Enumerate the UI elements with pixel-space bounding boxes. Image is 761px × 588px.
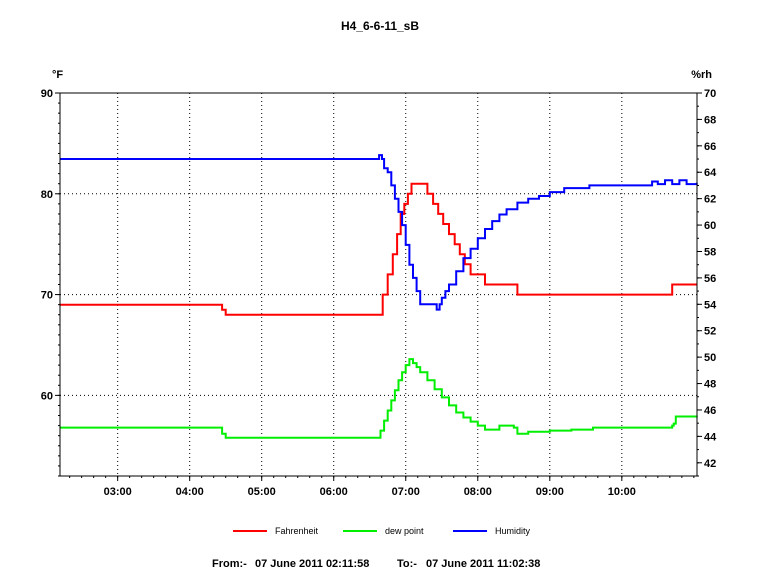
y-right-tick-label: 60 xyxy=(704,220,716,232)
y-left-tick-label: 60 xyxy=(41,390,53,402)
footer-from-value: 07 June 2011 02:11:58 xyxy=(255,558,369,570)
y-right-tick-label: 48 xyxy=(704,379,716,391)
y-right-tick-label: 56 xyxy=(704,273,716,285)
y-right-tick-label: 64 xyxy=(704,167,717,179)
legend-label-fahrenheit: Fahrenheit xyxy=(275,526,319,536)
y-right-tick-label: 46 xyxy=(704,405,716,417)
y-right-tick-label: 62 xyxy=(704,194,716,206)
legend: Fahrenheit dew point Humidity xyxy=(233,526,531,536)
chart-title: H4_6-6-11_sB xyxy=(341,19,419,33)
y-right-tick-label: 42 xyxy=(704,458,716,470)
axis-ticks: 03:00 04:00 05:00 06:00 07:00 08:00 09:00 10:00… xyxy=(41,88,717,498)
legend-label-dew-point: dew point xyxy=(385,526,424,536)
x-tick-label: 05:00 xyxy=(248,486,276,498)
series-layer xyxy=(60,154,698,439)
x-tick-label: 08:00 xyxy=(464,486,492,498)
right-axis-unit: %rh xyxy=(691,69,712,81)
x-tick-label: 03:00 xyxy=(104,486,132,498)
footer-from-label: From:- xyxy=(212,558,247,570)
footer-to-label: To:- xyxy=(397,558,417,570)
y-right-tick-label: 70 xyxy=(704,88,716,100)
series-line-fahrenheit xyxy=(60,182,697,316)
y-right-tick-label: 52 xyxy=(704,326,716,338)
y-left-tick-label: 90 xyxy=(41,88,53,100)
x-tick-label: 10:00 xyxy=(608,486,636,498)
y-right-tick-label: 44 xyxy=(704,431,717,443)
grid xyxy=(60,93,697,476)
y-left-tick-label: 80 xyxy=(41,189,53,201)
x-tick-label: 04:00 xyxy=(176,486,204,498)
y-right-tick-label: 58 xyxy=(704,246,716,258)
left-axis-unit: °F xyxy=(52,69,63,81)
footer-to-value: 07 June 2011 11:02:38 xyxy=(426,558,540,570)
series-line-humidity xyxy=(60,154,698,311)
x-tick-label: 06:00 xyxy=(320,486,348,498)
y-right-tick-label: 54 xyxy=(704,299,717,311)
y-right-tick-label: 66 xyxy=(704,141,716,153)
x-tick-label: 07:00 xyxy=(392,486,420,498)
y-right-tick-label: 68 xyxy=(704,114,716,126)
y-left-tick-label: 70 xyxy=(41,290,53,302)
legend-label-humidity: Humidity xyxy=(495,526,531,536)
y-right-tick-label: 50 xyxy=(704,352,716,364)
footer: From:- 07 June 2011 02:11:58 To:- 07 Jun… xyxy=(212,558,540,570)
x-tick-label: 09:00 xyxy=(536,486,564,498)
plot-frame xyxy=(59,92,698,477)
series-line-dew-point xyxy=(60,358,698,439)
